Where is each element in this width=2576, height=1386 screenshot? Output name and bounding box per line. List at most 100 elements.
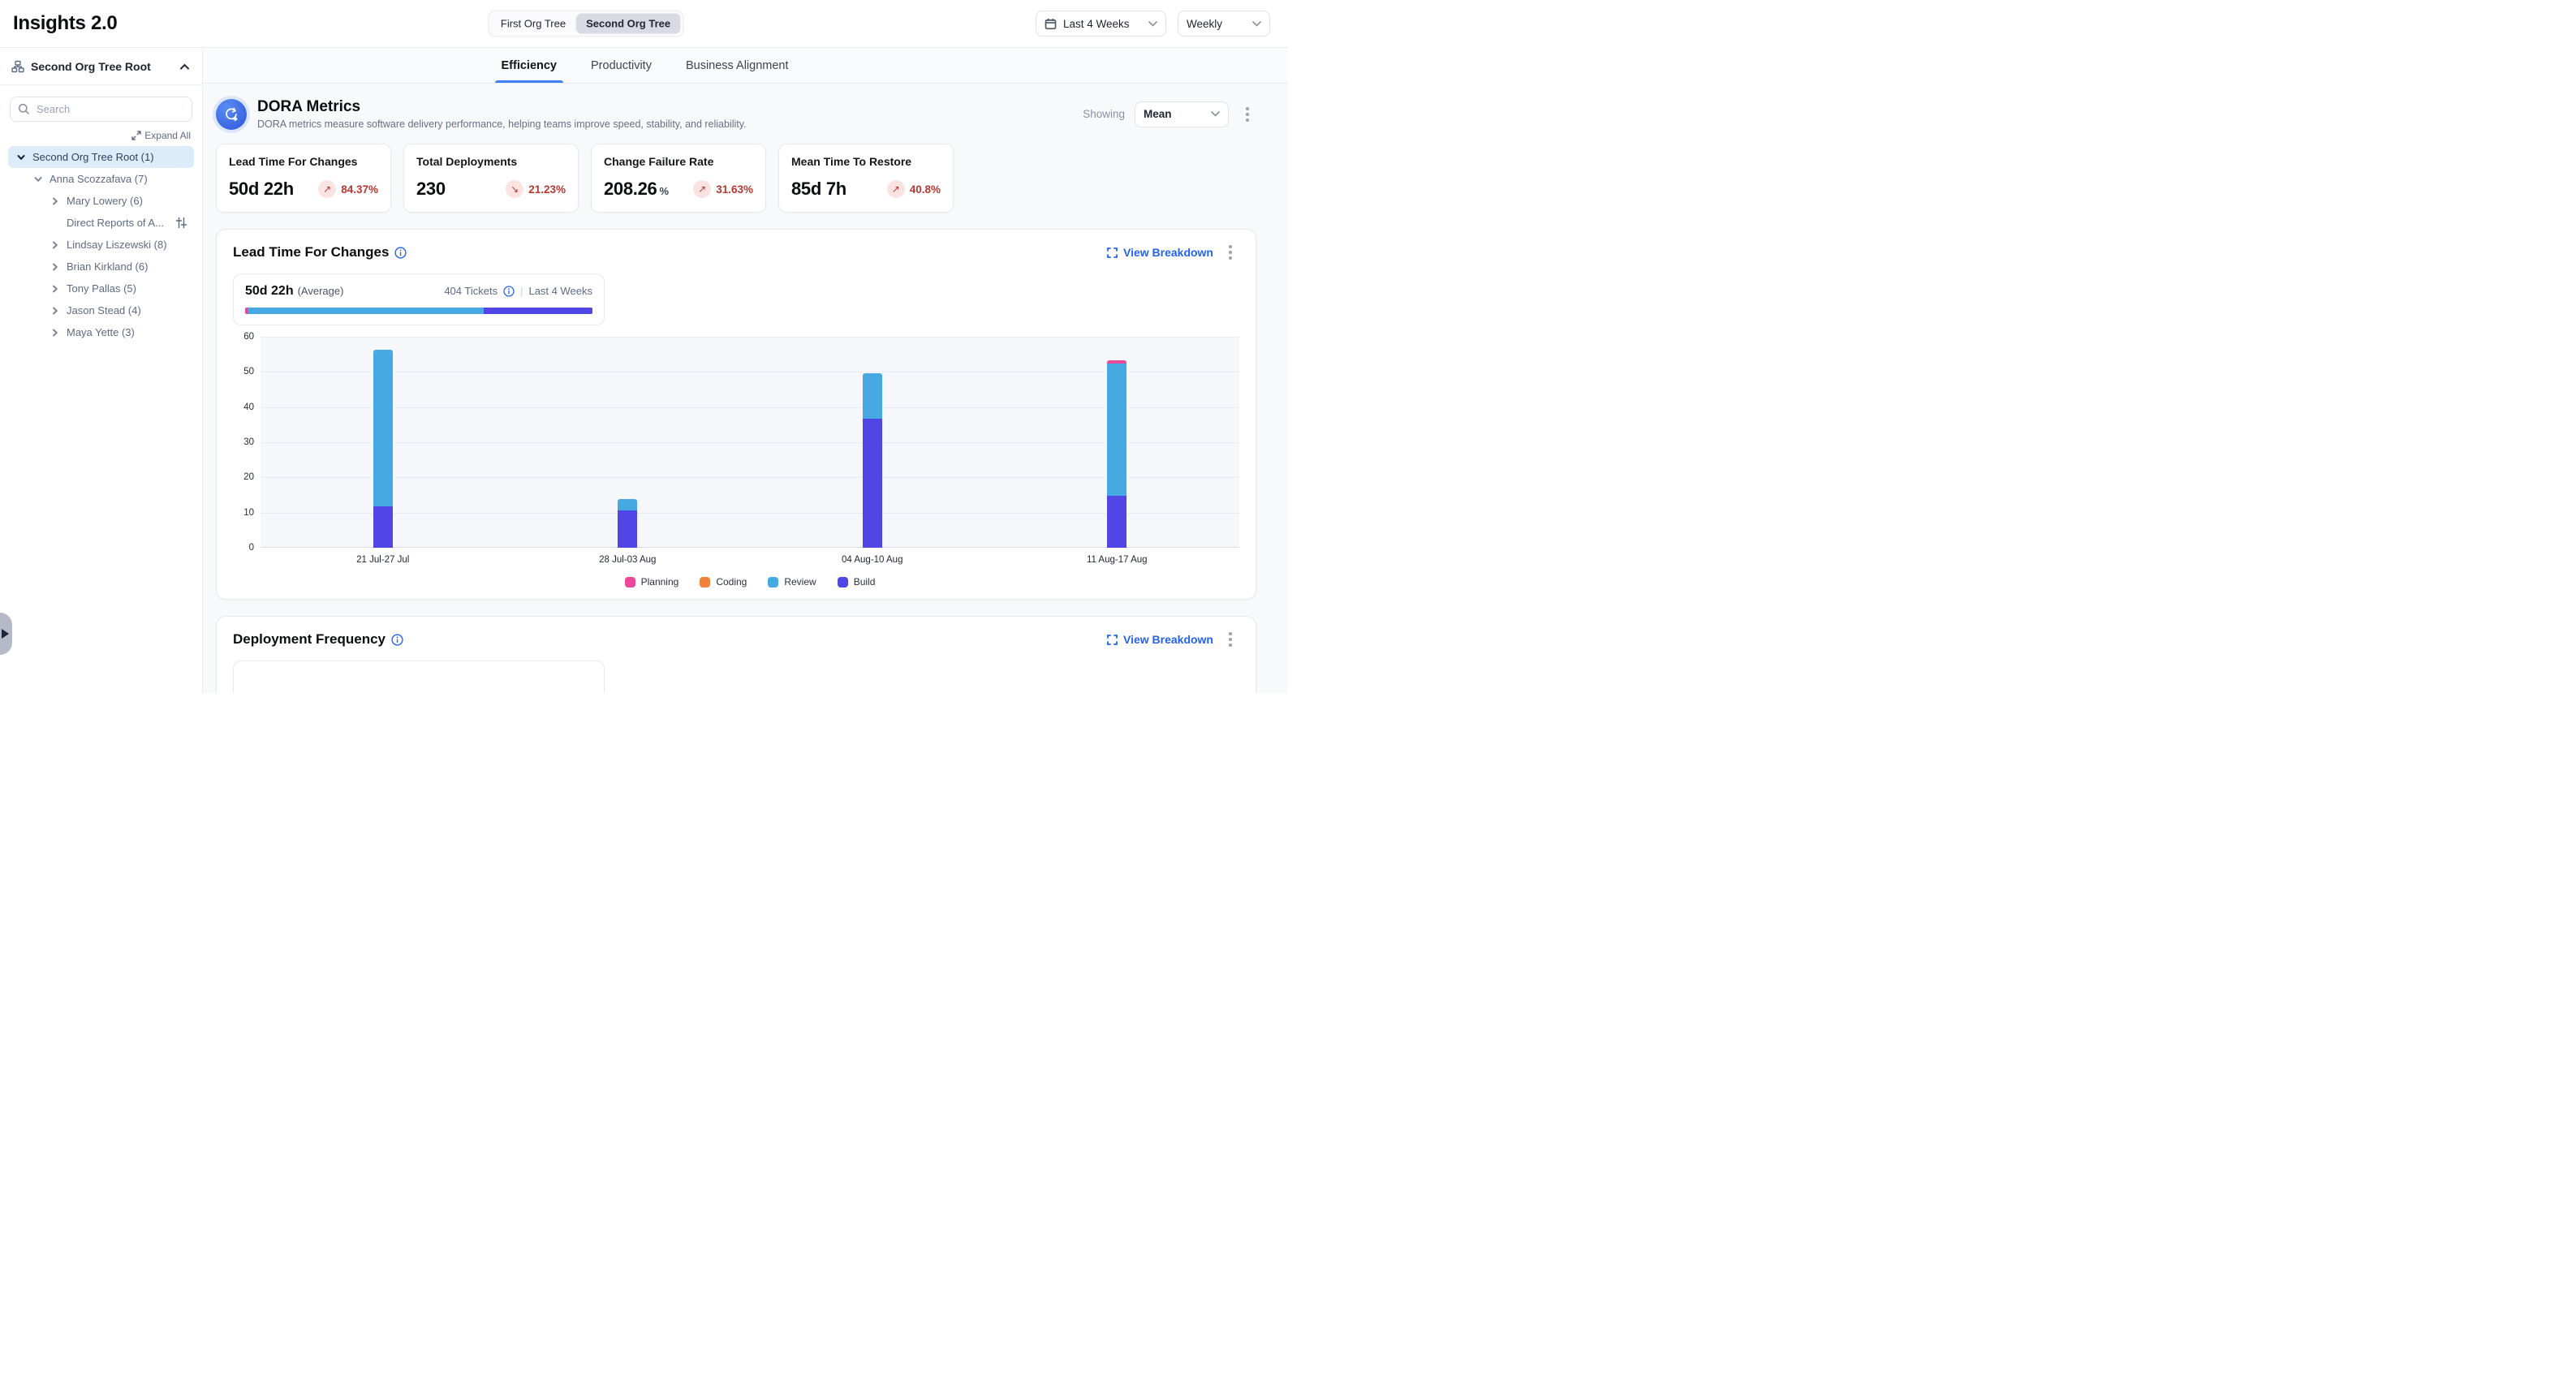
sidebar-collapse-button[interactable] bbox=[179, 62, 191, 71]
metric-card: Total Deployments 230 ↘ 21.23% bbox=[403, 144, 579, 213]
tab-productivity[interactable]: Productivity bbox=[591, 58, 652, 72]
tab-efficiency[interactable]: Efficiency bbox=[494, 48, 563, 83]
tab-business-alignment[interactable]: Business Alignment bbox=[685, 58, 789, 72]
bar-segment-planning bbox=[1107, 360, 1127, 364]
top-header: Insights 2.0 First Org Tree Second Org Tr… bbox=[0, 0, 1288, 48]
date-range-select[interactable]: Last 4 Weeks bbox=[1036, 11, 1166, 37]
deployment-panel-header: Deployment Frequency View Breakdown bbox=[233, 629, 1239, 650]
x-tick-label: 28 Jul-03 Aug bbox=[599, 555, 657, 565]
metric-cards-row: Lead Time For Changes 50d 22h ↗ 84.37% Total… bbox=[216, 144, 1256, 213]
org-tree: Second Org Tree Root (1) Anna Scozzafava … bbox=[0, 146, 202, 343]
deployment-title: Deployment Frequency bbox=[233, 631, 403, 648]
chevron-right-icon[interactable] bbox=[49, 263, 62, 271]
granularity-select[interactable]: Weekly bbox=[1178, 11, 1270, 37]
chart-plot-area bbox=[261, 337, 1239, 548]
chevron-right-icon[interactable] bbox=[49, 285, 62, 293]
tree-item[interactable]: Jason Stead (4) bbox=[8, 299, 194, 321]
metric-card-value: 208.26% bbox=[604, 179, 669, 199]
search-icon bbox=[18, 103, 30, 115]
page-title: Insights 2.0 bbox=[13, 12, 118, 34]
gridline bbox=[261, 407, 1239, 408]
view-breakdown-button[interactable]: View Breakdown bbox=[1107, 633, 1213, 646]
y-tick-label: 60 bbox=[243, 332, 254, 342]
phase-segment-review bbox=[248, 308, 484, 314]
bar-segment-build bbox=[618, 510, 638, 548]
y-tick-label: 30 bbox=[243, 437, 254, 447]
date-range-value: Last 4 Weeks bbox=[1063, 17, 1130, 30]
bar-segment-review bbox=[373, 350, 393, 507]
top-right-controls: Last 4 Weeks Weekly bbox=[1036, 11, 1270, 37]
tree-item[interactable]: Brian Kirkland (6) bbox=[8, 256, 194, 278]
chevron-right-icon[interactable] bbox=[49, 241, 62, 249]
tree-item-label: Anna Scozzafava (7) bbox=[50, 173, 148, 185]
org-tree-sidebar: Second Org Tree Root Expand All Second O… bbox=[0, 48, 203, 693]
tree-item[interactable]: Anna Scozzafava (7) bbox=[8, 168, 194, 190]
dora-metrics-header: DORA Metrics DORA metrics measure softwa… bbox=[216, 98, 1256, 130]
tree-item[interactable]: Mary Lowery (6) bbox=[8, 190, 194, 212]
showing-value: Mean bbox=[1144, 108, 1172, 120]
info-icon[interactable] bbox=[394, 246, 407, 259]
bar-segment-build bbox=[373, 506, 393, 548]
sidebar-search bbox=[10, 97, 192, 122]
tree-item[interactable]: Lindsay Liszewski (8) bbox=[8, 234, 194, 256]
showing-select[interactable]: Mean bbox=[1135, 101, 1229, 127]
chevron-right-icon[interactable] bbox=[49, 329, 62, 337]
tree-item[interactable]: Direct Reports of A... bbox=[8, 212, 194, 234]
tree-item-label: Maya Yette (3) bbox=[67, 326, 135, 338]
legend-swatch bbox=[624, 576, 635, 588]
calendar-icon bbox=[1045, 18, 1057, 30]
org-toggle-option[interactable]: Second Org Tree bbox=[576, 13, 681, 34]
tree-item[interactable]: Maya Yette (3) bbox=[8, 321, 194, 343]
y-tick-label: 10 bbox=[243, 507, 254, 518]
legend-item-review[interactable]: Review bbox=[768, 576, 816, 588]
chevron-right-icon[interactable] bbox=[49, 307, 62, 315]
bar-segment-build bbox=[1107, 495, 1127, 548]
search-input[interactable] bbox=[10, 97, 192, 122]
view-breakdown-button[interactable]: View Breakdown bbox=[1107, 246, 1213, 259]
chevron-down-icon[interactable] bbox=[15, 153, 28, 161]
info-icon[interactable] bbox=[391, 633, 403, 646]
tree-item-label: Tony Pallas (5) bbox=[67, 282, 136, 295]
metric-card: Mean Time To Restore 85d 7h ↗ 40.8% bbox=[778, 144, 954, 213]
expand-all-button[interactable]: Expand All bbox=[131, 130, 191, 141]
expand-all-icon bbox=[131, 131, 141, 140]
trend-up-icon: ↗ bbox=[693, 180, 712, 198]
lead-time-panel: Lead Time For Changes View Breakdown bbox=[216, 229, 1256, 600]
showing-label: Showing bbox=[1083, 108, 1125, 120]
chevron-down-icon bbox=[1148, 20, 1157, 27]
org-tree-toggle: First Org Tree Second Org Tree bbox=[487, 10, 684, 37]
segment-divider bbox=[575, 16, 577, 31]
metric-delta-badge: ↗ 84.37% bbox=[318, 180, 378, 198]
dora-title: DORA Metrics bbox=[257, 98, 361, 115]
deployment-frequency-panel: Deployment Frequency View Breakdown bbox=[216, 616, 1256, 693]
org-toggle-option[interactable]: First Org Tree bbox=[500, 17, 566, 30]
summary-value: 50d 22h bbox=[245, 284, 294, 298]
trend-down-icon: ↘ bbox=[506, 180, 524, 198]
chart-legend: Planning Coding Review Build bbox=[261, 576, 1239, 588]
legend-item-build[interactable]: Build bbox=[837, 576, 875, 588]
legend-swatch bbox=[700, 576, 711, 588]
dora-cycle-icon bbox=[216, 98, 247, 130]
gridline bbox=[261, 512, 1239, 514]
sidebar-expand-handle[interactable] bbox=[0, 613, 12, 655]
dora-kebab-menu[interactable] bbox=[1238, 104, 1256, 125]
tree-item[interactable]: Second Org Tree Root (1) bbox=[8, 146, 194, 168]
legend-item-coding[interactable]: Coding bbox=[700, 576, 747, 588]
x-axis-labels: 21 Jul-27 Jul 28 Jul-03 Aug 04 Aug-10 Aug 1… bbox=[261, 548, 1239, 565]
lead-time-kebab-menu[interactable] bbox=[1221, 242, 1239, 263]
legend-item-planning[interactable]: Planning bbox=[624, 576, 678, 588]
info-icon[interactable] bbox=[503, 285, 515, 297]
deployment-kebab-menu[interactable] bbox=[1221, 629, 1239, 650]
chevron-down-icon bbox=[1211, 111, 1220, 117]
trend-up-icon: ↗ bbox=[886, 180, 905, 198]
chevron-down-icon[interactable] bbox=[32, 175, 45, 183]
chevron-right-icon[interactable] bbox=[49, 197, 62, 205]
sliders-icon[interactable] bbox=[175, 217, 187, 229]
tree-item[interactable]: Tony Pallas (5) bbox=[8, 278, 194, 299]
deployment-summary-card bbox=[233, 661, 605, 693]
expand-view-icon bbox=[1107, 247, 1118, 258]
lead-time-panel-header: Lead Time For Changes View Breakdown bbox=[233, 242, 1239, 263]
chevron-down-icon bbox=[1252, 20, 1261, 27]
lead-time-title: Lead Time For Changes bbox=[233, 244, 407, 260]
y-tick-label: 20 bbox=[243, 472, 254, 483]
